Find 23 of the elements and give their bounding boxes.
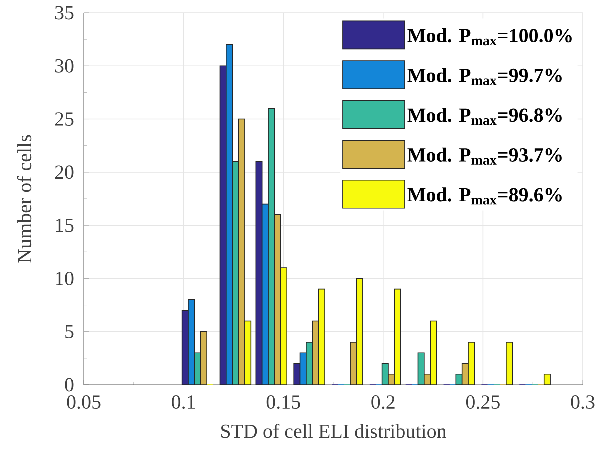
x-axis-title: STD of cell ELI distribution xyxy=(222,424,447,438)
bar xyxy=(544,374,551,386)
legend-label: Mod. P$_{max}$=89.6% xyxy=(408,188,562,205)
x-tick-label: 0.3 xyxy=(571,396,595,410)
x-tick-label: 0.1 xyxy=(172,396,196,410)
y-tick-label: 5 xyxy=(66,325,74,338)
legend-label: Mod. P$_{max}$=100.0% xyxy=(408,28,572,46)
y-axis-title: Number of cells xyxy=(17,135,32,263)
legend-label: Mod. P$_{max}$=96.8% xyxy=(408,108,562,126)
x-tick-label: 0.25 xyxy=(466,396,500,410)
y-tick-label: 0 xyxy=(65,378,74,392)
legend-label: Mod. P$_{max}$=99.7% xyxy=(408,68,562,86)
y-tick-label: 25 xyxy=(55,112,74,126)
y-tick-label: 35 xyxy=(55,6,74,20)
x-tick-label: 0.15 xyxy=(266,396,300,410)
y-tick-label: 15 xyxy=(56,218,74,232)
legend-label: Mod. P$_{max}$=93.7% xyxy=(408,148,562,166)
y-tick-label: 20 xyxy=(55,166,74,180)
y-tick-label: 10 xyxy=(56,272,74,286)
x-tick-label: 0.2 xyxy=(372,396,395,410)
bar xyxy=(506,342,514,386)
x-tick-label: 0.05 xyxy=(67,396,101,410)
y-tick-label: 30 xyxy=(55,59,74,73)
